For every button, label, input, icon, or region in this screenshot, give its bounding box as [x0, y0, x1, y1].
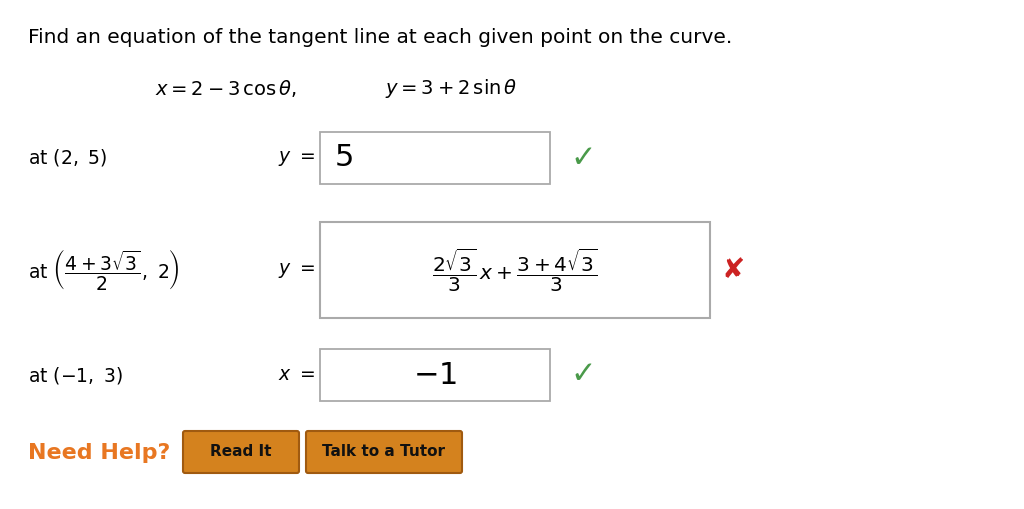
Text: at $(-1,\ 3)$: at $(-1,\ 3)$ [28, 364, 123, 385]
Text: $y\ =$: $y\ =$ [278, 149, 315, 167]
Text: $\dfrac{2\sqrt{3}}{3}\,x + \dfrac{3 + 4\sqrt{3}}{3}$: $\dfrac{2\sqrt{3}}{3}\,x + \dfrac{3 + 4\… [432, 246, 598, 294]
Bar [319, 132, 550, 184]
Text: $x\ =$: $x\ =$ [278, 365, 315, 384]
Text: ✓: ✓ [570, 360, 596, 389]
Bar [319, 349, 550, 401]
Bar [319, 222, 710, 318]
Text: ✘: ✘ [722, 256, 745, 284]
Text: Read It: Read It [210, 444, 271, 460]
Text: ✓: ✓ [570, 144, 596, 173]
Text: Talk to a Tutor: Talk to a Tutor [323, 444, 445, 460]
FancyBboxPatch shape [306, 431, 462, 473]
Text: $-1$: $-1$ [413, 360, 457, 389]
Text: at $\left(\dfrac{4 + 3\sqrt{3}}{2},\ 2\right)$: at $\left(\dfrac{4 + 3\sqrt{3}}{2},\ 2\r… [28, 247, 180, 293]
Text: $y\ =$: $y\ =$ [278, 261, 315, 279]
Text: Find an equation of the tangent line at each given point on the curve.: Find an equation of the tangent line at … [28, 28, 732, 47]
Text: Need Help?: Need Help? [28, 443, 170, 463]
Text: at $(2,\ 5)$: at $(2,\ 5)$ [28, 148, 108, 168]
Text: $y = 3 + 2\,\mathrm{sin}\,\theta$: $y = 3 + 2\,\mathrm{sin}\,\theta$ [385, 76, 517, 99]
Text: $x = 2 - 3\,\mathrm{cos}\,\theta,$: $x = 2 - 3\,\mathrm{cos}\,\theta,$ [155, 77, 297, 99]
Text: $5$: $5$ [334, 144, 352, 173]
FancyBboxPatch shape [183, 431, 299, 473]
